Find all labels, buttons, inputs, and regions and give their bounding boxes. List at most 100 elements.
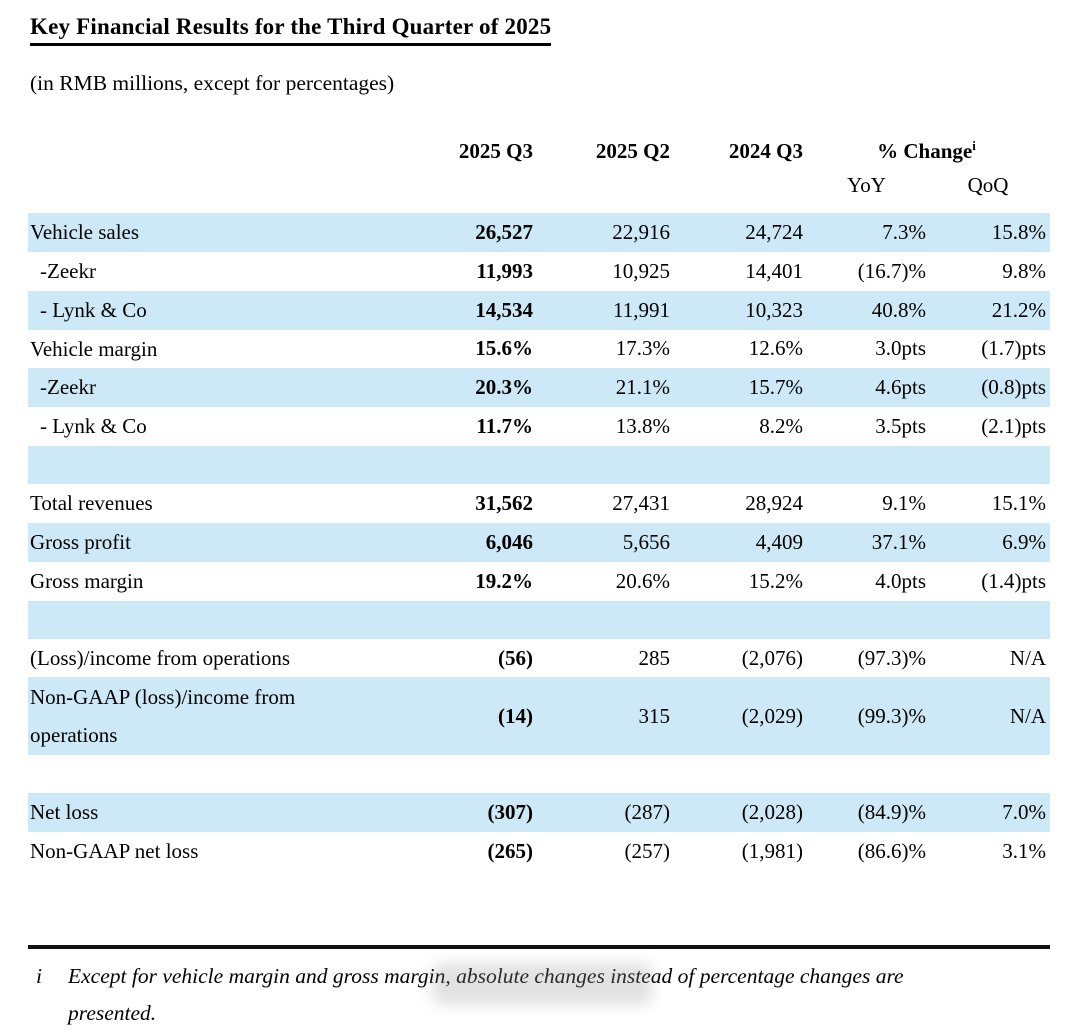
cell-value: 3.0pts [875,336,926,361]
row-label: Gross margin [30,568,144,593]
cell-value: (257) [624,839,671,864]
cell-value: 40.8% [871,297,926,322]
cell-value: 4,409 [755,529,803,554]
cell-value: 21.2% [991,297,1046,322]
row-label: - Lynk & Co [40,414,147,439]
cell-value: 37.1% [871,529,926,554]
cell-value: 19.2% [475,568,533,593]
cell-value: 7.3% [882,219,926,244]
cell-value: 28,924 [745,490,803,515]
row-label: Vehicle margin [30,336,158,361]
table-row: Total revenues 31,562 27,431 28,924 9.1% 15.1… [28,484,1050,523]
cell-value: 4.0pts [875,568,926,593]
table-row: - Lynk & Co 14,534 11,991 10,323 40.8% 21.2% [28,290,1050,330]
table-row: -Zeekr 11,993 10,925 14,401 (16.7)% 9.8% [28,251,1050,291]
row-label: Net loss [30,800,99,825]
col-header-qoq: QoQ [967,172,1009,197]
cell-value: (265) [487,839,534,864]
cell-value: (2,028) [741,800,803,825]
row-label: - Lynk & Co [40,297,147,322]
col-header-2025-q3: 2025 Q3 [458,138,533,163]
cell-value: (2,076) [741,645,803,670]
cell-value: 15.7% [748,375,803,400]
cell-value: 14,401 [745,258,803,283]
cell-value: (56) [498,645,533,670]
cell-value: 285 [638,645,671,670]
cell-value: 10,925 [612,258,670,283]
cell-value: 9.8% [1002,258,1046,283]
financial-table: 2025 Q3 2025 Q2 2024 Q3 % Changei YoY Qo… [28,136,1050,872]
cell-value: (84.9)% [857,800,926,825]
cell-value: 5,656 [622,529,670,554]
row-label: -Zeekr [40,258,96,283]
table-row: Non-GAAP net loss (265) (257) (1,981) (86.6)… [28,832,1050,872]
cell-value: 7.0% [1002,800,1046,825]
cell-value: 15.1% [991,490,1046,515]
cell-value: N/A [1009,645,1046,670]
row-label: Total revenues [30,491,153,516]
cell-value: 15.6% [475,336,533,361]
table-row: Vehicle sales 26,527 22,916 24,724 7.3% 15.8% [28,213,1050,252]
cell-value: 26,527 [475,219,533,244]
cell-value: (2.1)pts [981,414,1046,439]
cell-value: 22,916 [612,219,670,244]
footnote-marker: i [36,964,42,989]
cell-value: 12.6% [748,336,803,361]
cell-value: 11,991 [613,297,670,322]
table-header-row-periods: 2025 Q3 2025 Q2 2024 Q3 % Changei [28,136,1050,166]
cell-value: 15.2% [748,568,803,593]
footnote: i Except for vehicle margin and gross ma… [28,958,1052,1032]
table-row: Non-GAAP (loss)/income from operations (1… [28,677,1050,756]
cell-value: 315 [638,703,671,728]
cell-value: 10,323 [745,297,803,322]
row-label: (Loss)/income from operations [30,645,291,670]
row-label: Vehicle sales [30,220,140,244]
cell-value: (16.7)% [857,258,926,283]
cell-value: (86.6)% [857,839,926,864]
cell-value: 21.1% [615,375,670,400]
table-body: Vehicle sales 26,527 22,916 24,724 7.3% 15.8%… [28,213,1050,872]
cell-value: 15.8% [991,219,1046,244]
table-row: Gross margin 19.2% 20.6% 15.2% 4.0pts (1.4)pt… [28,561,1050,601]
table-spacer-row [28,600,1050,639]
cell-value: 11.7% [476,414,533,439]
cell-value: 13.8% [615,414,670,439]
col-header-percent-change: % Changei [805,139,1048,164]
table-row: - Lynk & Co 11.7% 13.8% 8.2% 3.5pts (2.1)pts [28,407,1050,447]
row-label: -Zeekr [40,375,96,400]
cell-value: (1.7)pts [981,336,1046,361]
cell-value: 9.1% [882,490,926,515]
row-label: Non-GAAP net loss [30,839,199,864]
cell-value: 4.6pts [875,375,926,400]
table-row: Net loss (307) (287) (2,028) (84.9)% 7.0% [28,793,1050,833]
col-header-2025-q2: 2025 Q2 [595,138,670,163]
table-row: -Zeekr 20.3% 21.1% 15.7% 4.6pts (0.8)pts [28,368,1050,408]
cell-value: (1,981) [741,839,803,864]
cell-value: 3.1% [1002,839,1046,864]
cell-value: 8.2% [759,414,803,439]
cell-value: 17.3% [615,336,670,361]
units-note: (in RMB millions, except for percentages… [30,71,395,95]
table-header-row-subcolumns: YoY QoQ [28,166,1050,204]
cell-value: (14) [498,703,533,728]
cell-value: 31,562 [475,490,533,515]
cell-value: (97.3)% [857,645,926,670]
footnote-reference-superscript: i [972,137,976,153]
cell-value: N/A [1009,703,1046,728]
cell-value: 11,993 [476,258,533,283]
cell-value: 24,724 [745,219,803,244]
cell-value: 6.9% [1002,529,1046,554]
cell-value: (287) [624,800,671,825]
row-label: Gross profit [30,529,131,554]
cell-value: 27,431 [612,490,670,515]
table-row: Vehicle margin 15.6% 17.3% 12.6% 3.0pts (1.7)… [28,329,1050,369]
cell-value: 14,534 [475,297,533,322]
cell-value: (1.4)pts [981,568,1046,593]
table-spacer-row [28,446,1050,485]
cell-value: 20.6% [615,568,670,593]
cell-value: (0.8)pts [981,375,1046,400]
cell-value: (99.3)% [857,703,926,728]
table-row: Gross profit 6,046 5,656 4,409 37.1% 6.9% [28,522,1050,562]
col-header-yoy: YoY [847,172,886,197]
